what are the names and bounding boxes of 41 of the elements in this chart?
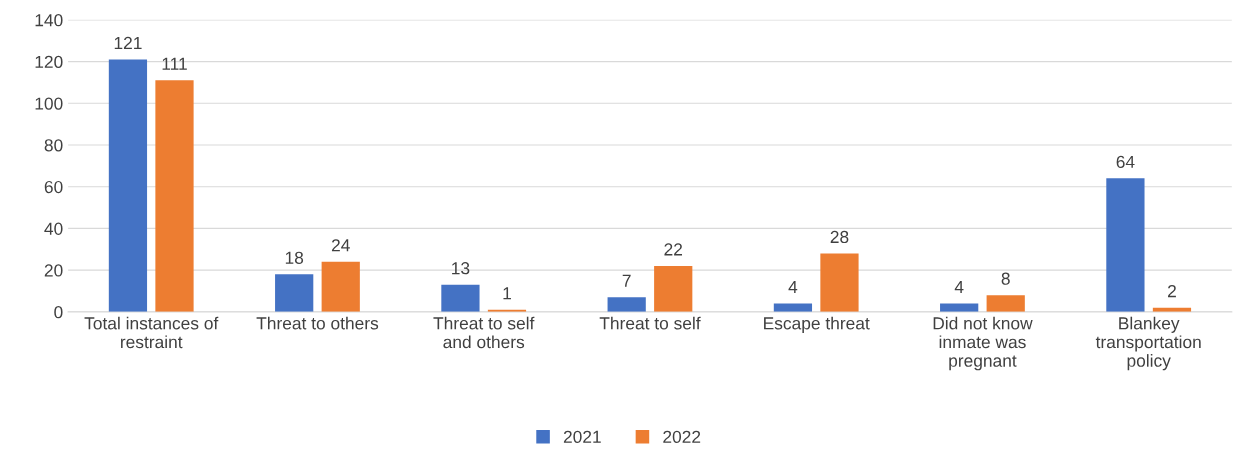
bar xyxy=(607,297,646,312)
data-label: 28 xyxy=(830,230,849,244)
data-label: 18 xyxy=(285,251,304,264)
x-tick-label: Threat to others xyxy=(256,316,379,330)
legend-label: 2021 xyxy=(563,430,601,443)
bar xyxy=(820,253,859,312)
y-tick-label: 0 xyxy=(54,306,63,319)
data-label: 24 xyxy=(331,239,350,252)
y-tick-label: 140 xyxy=(35,14,63,27)
y-tick-label: 80 xyxy=(44,139,63,152)
x-tick-label: Did not know inmate was pregnant xyxy=(933,316,1033,371)
bar xyxy=(108,59,148,312)
data-label: 2 xyxy=(1168,285,1176,298)
y-tick-label: 60 xyxy=(44,180,63,194)
bar xyxy=(155,80,194,312)
data-label: 4 xyxy=(788,281,798,293)
data-label: 111 xyxy=(162,57,187,70)
y-tick-label: 120 xyxy=(35,55,63,69)
data-label: 121 xyxy=(114,36,142,49)
bar xyxy=(1106,178,1145,312)
bar xyxy=(321,261,360,312)
data-label: 7 xyxy=(622,274,631,287)
y-tick-label: 20 xyxy=(44,264,63,277)
data-label: 22 xyxy=(664,243,683,256)
bar xyxy=(275,274,314,312)
y-tick-label: 40 xyxy=(44,222,63,235)
bar xyxy=(986,295,1025,312)
legend-label: 2022 xyxy=(663,430,701,443)
data-label: 4 xyxy=(954,281,964,293)
data-label: 1 xyxy=(503,287,511,300)
x-tick-label: Total instances of restraint xyxy=(84,316,219,349)
bar xyxy=(654,265,693,312)
y-tick-label: 100 xyxy=(35,97,63,110)
x-tick-label: Threat to self xyxy=(599,316,701,330)
bar xyxy=(441,284,480,312)
data-label: 64 xyxy=(1116,155,1135,168)
x-tick-label: Blankey transportation policy xyxy=(1095,316,1201,371)
data-label: 13 xyxy=(452,262,470,275)
data-label: 8 xyxy=(1001,272,1010,285)
x-tick-label: Threat to self and others xyxy=(433,316,535,349)
x-tick-label: Escape threat xyxy=(764,316,870,333)
